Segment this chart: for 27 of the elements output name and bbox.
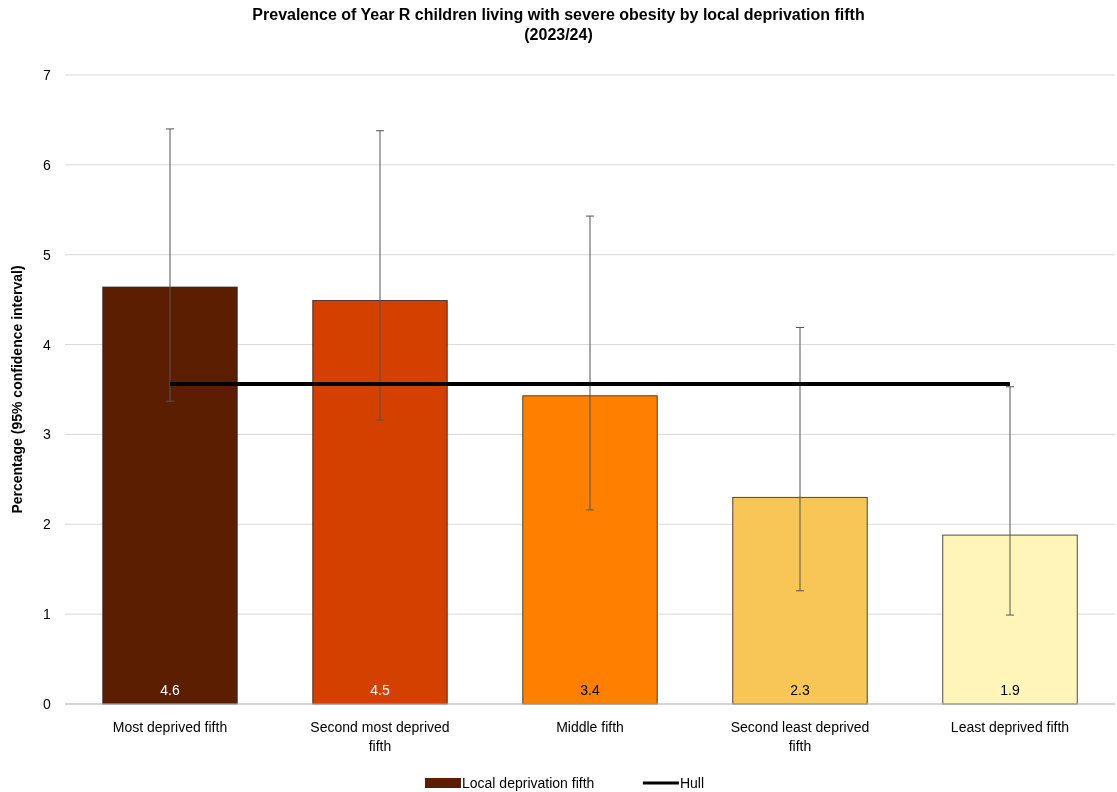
y-tick-label: 0 (43, 696, 52, 712)
legend-label: Hull (679, 775, 705, 791)
y-tick-label: 2 (43, 516, 52, 533)
chart-title: Prevalence of Year R children living with severe obesity by local deprivation fifth (2023/24) (252, 6, 865, 43)
x-tick-label: Second most deprived fifth (310, 719, 450, 754)
y-tick-label: 6 (43, 156, 52, 173)
y-axis-title: Percentage (95% confidence interval) (9, 265, 25, 514)
y-tick-label: 5 (43, 246, 52, 263)
bar (942, 534, 1078, 705)
bar (312, 300, 448, 705)
x-tick-label: Least deprived fifth (950, 719, 1070, 735)
x-tick-label: Most deprived fifth (112, 719, 228, 735)
legend-label: Local deprivation fifth (462, 775, 595, 791)
y-tick-label: 4 (43, 336, 52, 353)
y-tick-label: 1 (43, 606, 52, 623)
y-tick-label: 7 (43, 67, 52, 83)
data-label: 1.9 (1000, 682, 1020, 698)
data-label: 4.6 (160, 682, 180, 698)
x-tick-label: Middle fifth (556, 719, 624, 735)
data-label: 3.4 (580, 682, 600, 698)
bar (732, 496, 868, 705)
data-label: 2.3 (790, 682, 810, 698)
bar (522, 395, 658, 705)
x-tick-label: Second least deprived fifth (730, 719, 870, 754)
y-tick-label: 3 (43, 426, 52, 443)
data-label: 4.5 (370, 682, 390, 698)
bar (102, 286, 238, 705)
